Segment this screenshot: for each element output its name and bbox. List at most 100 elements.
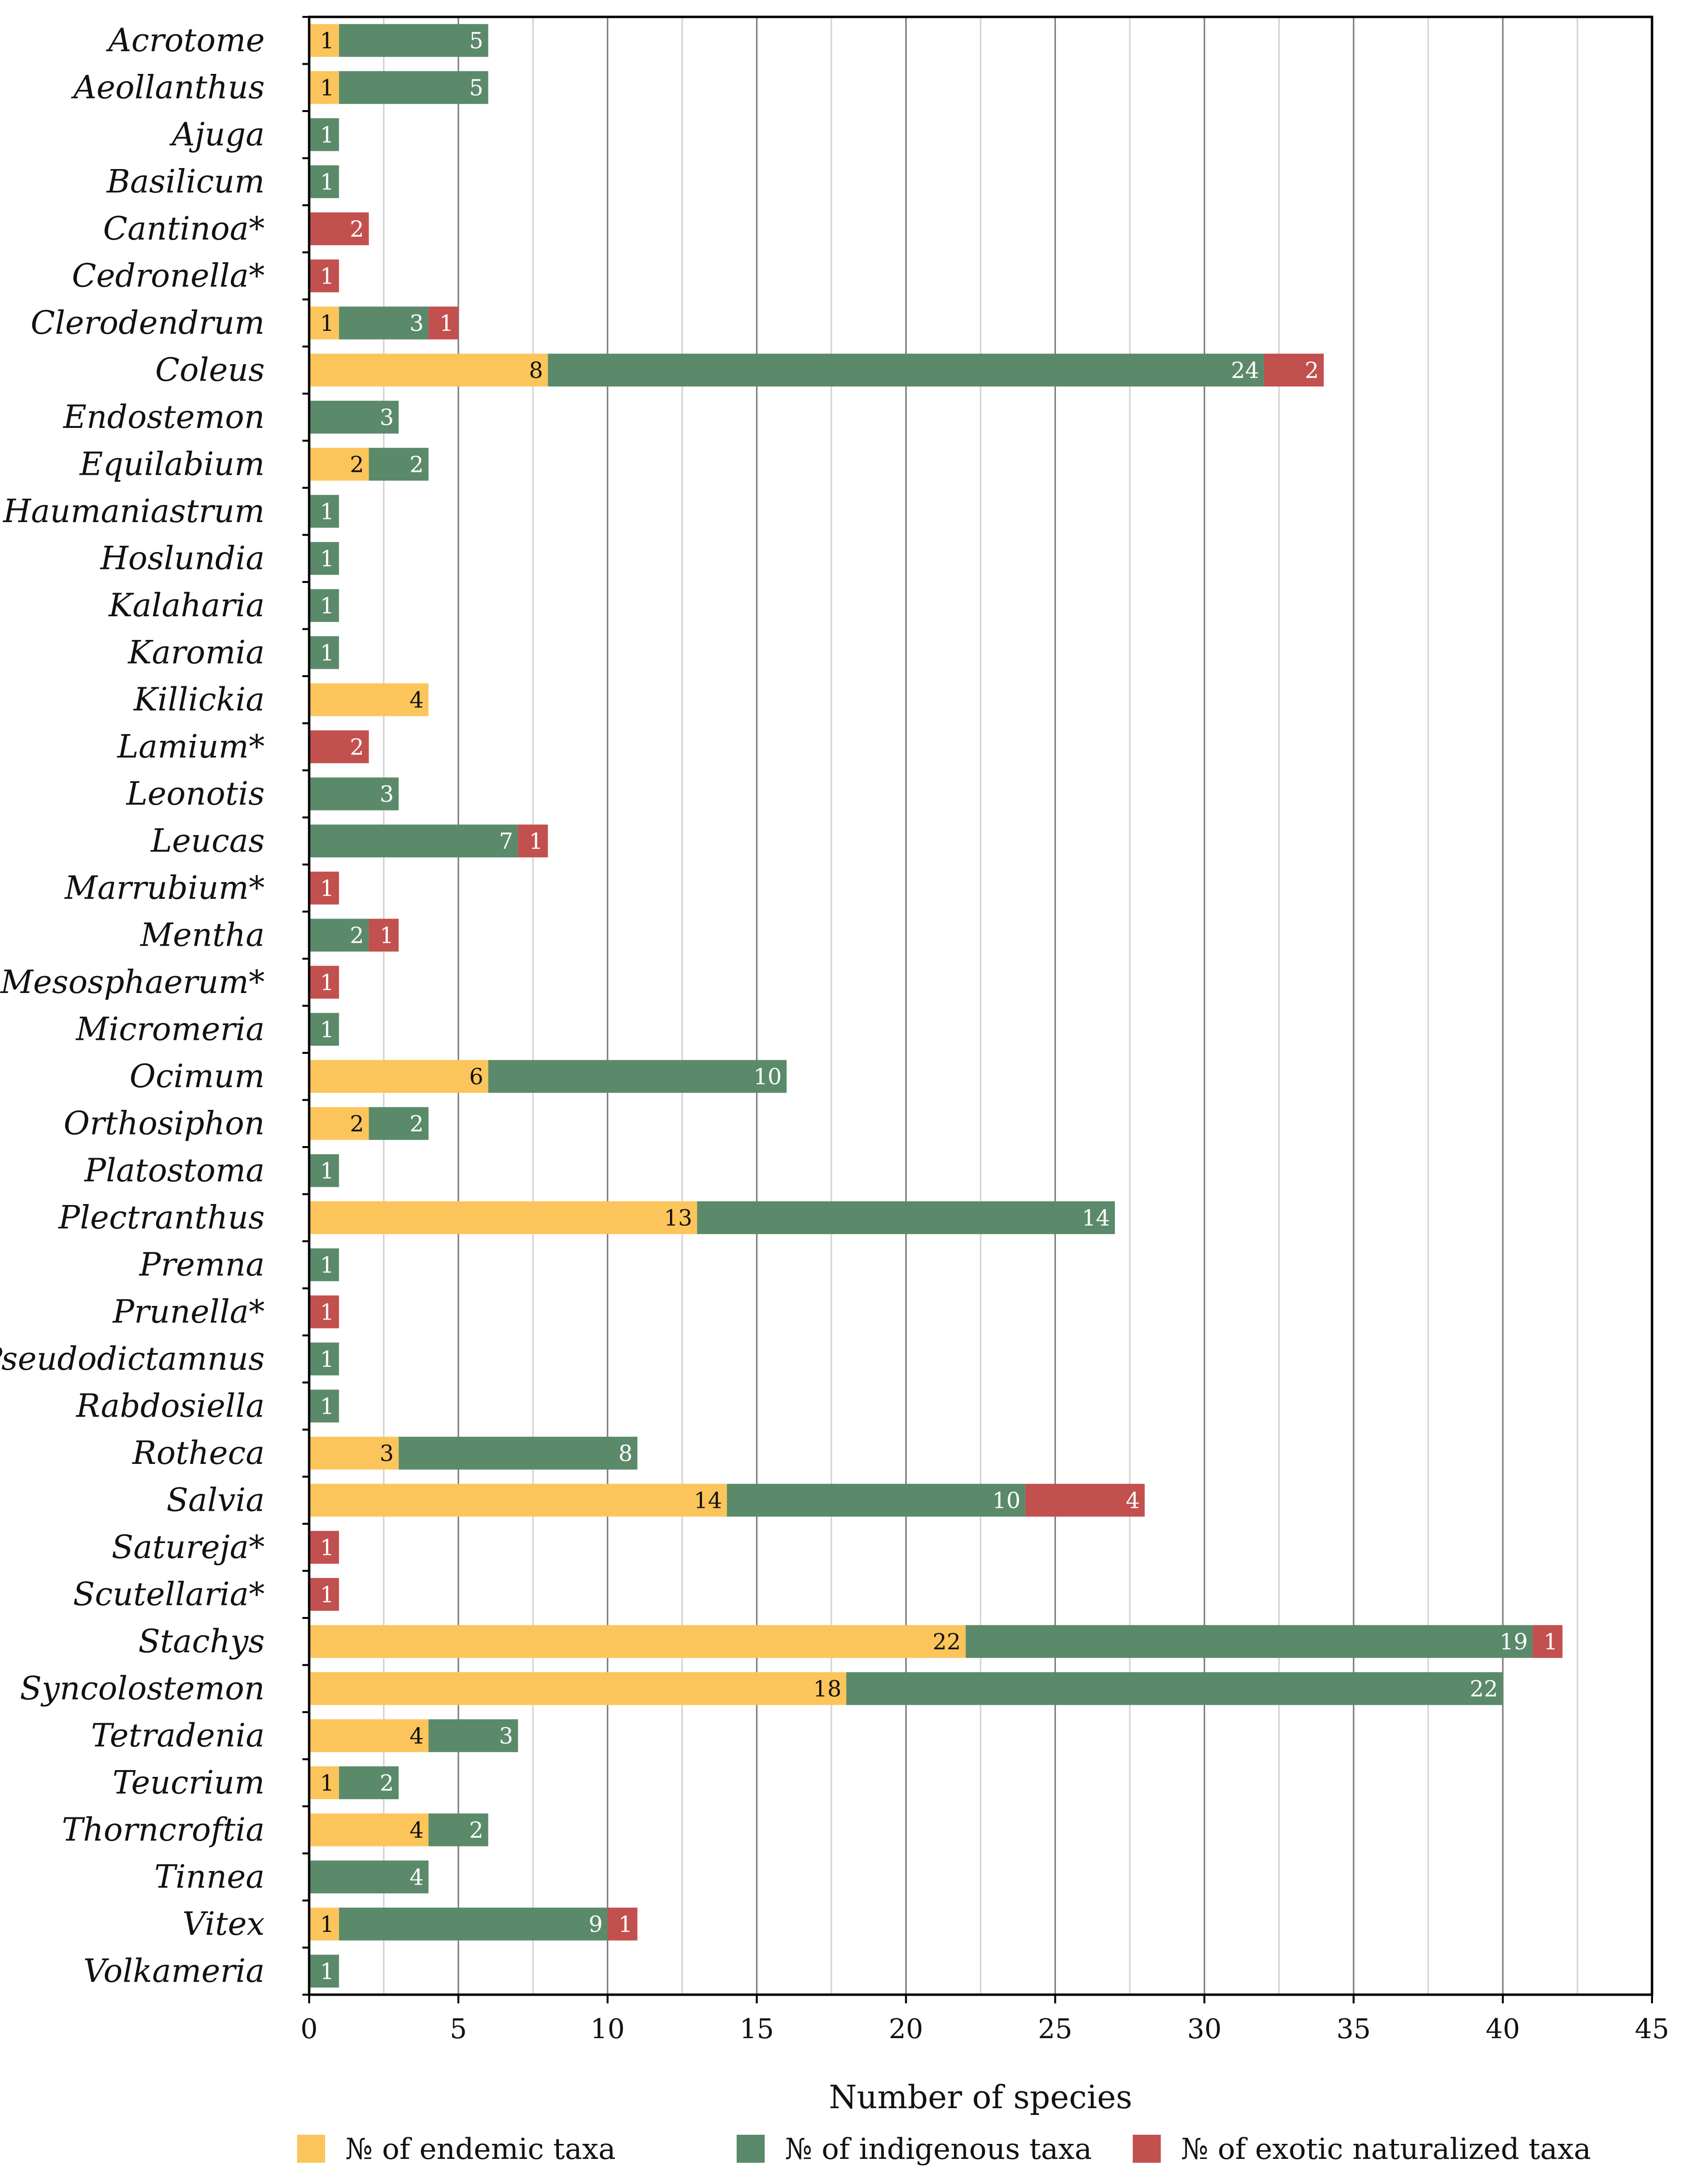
bar-pseudodictamnus-series-1 — [309, 1342, 339, 1376]
data-label-leonotis-series-1: 3 — [380, 781, 394, 807]
data-label-vitex-series-1: 9 — [588, 1911, 602, 1937]
bar-plectranthus-series-1 — [697, 1201, 1115, 1234]
data-label-plectranthus-series-0: 13 — [664, 1205, 693, 1231]
data-label-teucrium-series-1: 2 — [380, 1770, 394, 1796]
category-label-mesosphaerum: Mesosphaerum* — [0, 964, 265, 1001]
bar-equilabium-series-1 — [369, 448, 429, 481]
data-label-mentha-series-2: 1 — [380, 922, 394, 948]
data-label-coleus-series-0: 8 — [529, 357, 543, 383]
bar-coleus-series-0 — [309, 354, 548, 387]
category-label-cantinoa: Cantinoa* — [103, 210, 265, 247]
data-label-equilabium-series-0: 2 — [350, 451, 364, 477]
data-label-acrotome-series-0: 1 — [320, 28, 334, 54]
bar-plectranthus-series-0 — [309, 1201, 698, 1234]
bar-endostemon-series-1 — [309, 400, 399, 434]
category-label-volkameria: Volkameria — [84, 1952, 265, 1989]
data-label-mesosphaerum-series-2: 1 — [320, 969, 334, 995]
bar-clerodendrum-series-1 — [339, 306, 429, 340]
bar-acrotome-series-1 — [339, 24, 488, 57]
data-label-aeollanthus-series-0: 1 — [320, 74, 334, 100]
category-label-ocimum: Ocimum — [129, 1058, 265, 1095]
x-tick-label: 35 — [1337, 2014, 1371, 2045]
x-tick-labels: 0 5 10 15 20 25 30 35 40 45 — [300, 2014, 1669, 2045]
bar-satureja-series-2 — [309, 1531, 339, 1564]
data-label-volkameria-series-1: 1 — [320, 1958, 334, 1984]
legend-swatch-series-0 — [297, 2135, 325, 2163]
x-tick-label: 5 — [450, 2014, 467, 2045]
category-label-karomia: Karomia — [128, 634, 265, 671]
bar-clerodendrum-series-0 — [309, 306, 339, 340]
bar-hoslundia-series-1 — [309, 542, 339, 575]
axes — [302, 15, 1653, 2003]
category-label-platostoma: Platostoma — [84, 1152, 265, 1189]
data-label-rabdosiella-series-1: 1 — [320, 1393, 334, 1419]
bar-vitex-series-1 — [339, 1907, 608, 1941]
bar-lamium-series-2 — [309, 730, 369, 764]
x-axis-title: Number of species — [829, 2079, 1132, 2116]
bar-leucas-series-1 — [309, 824, 518, 858]
category-label-cedronella: Cedronella* — [72, 257, 265, 294]
bar-teucrium-series-0 — [309, 1766, 339, 1800]
category-label-marrubium: Marrubium* — [64, 869, 265, 907]
bar-mentha-series-2 — [369, 919, 399, 952]
category-label-thorncroftia: Thorncroftia — [62, 1811, 265, 1848]
x-tick-label: 45 — [1635, 2014, 1669, 2045]
data-label-leucas-series-1: 7 — [499, 828, 513, 854]
data-label-hoslundia-series-1: 1 — [320, 545, 334, 571]
data-label-aeollanthus-series-1: 5 — [469, 74, 483, 100]
data-label-salvia-series-2: 4 — [1125, 1487, 1140, 1513]
data-label-clerodendrum-series-2: 1 — [440, 310, 454, 336]
bar-cedronella-series-2 — [309, 259, 339, 293]
category-label-aeollanthus: Aeollanthus — [71, 69, 265, 106]
bar-ocimum-series-1 — [488, 1060, 787, 1093]
bar-salvia-series-1 — [727, 1484, 1026, 1517]
bar-ajuga-series-1 — [309, 118, 339, 151]
category-label-prunella: Prunella* — [112, 1293, 265, 1330]
data-label-clerodendrum-series-1: 3 — [410, 310, 424, 336]
data-label-karomia-series-1: 1 — [320, 639, 334, 666]
bar-stachys-series-2 — [1532, 1625, 1563, 1658]
category-label-ajuga: Ajuga — [169, 116, 265, 153]
category-label-rotheca: Rotheca — [132, 1434, 265, 1472]
bar-killickia-series-0 — [309, 683, 429, 716]
category-label-hoslundia: Hoslundia — [100, 539, 265, 577]
x-tick-label: 15 — [740, 2014, 774, 2045]
bar-scutellaria-series-2 — [309, 1578, 339, 1611]
data-label-syncolostemon-series-0: 18 — [813, 1675, 841, 1702]
bar-leucas-series-2 — [518, 824, 548, 858]
bar-tinnea-series-1 — [309, 1860, 429, 1894]
data-label-pseudodictamnus-series-1: 1 — [320, 1346, 334, 1372]
data-label-coleus-series-1: 24 — [1231, 357, 1259, 383]
data-label-orthosiphon-series-1: 2 — [410, 1110, 424, 1136]
bar-marrubium-series-2 — [309, 871, 339, 905]
bar-kalaharia-series-1 — [309, 589, 339, 622]
bar-syncolostemon-series-0 — [309, 1672, 846, 1705]
data-label-endostemon-series-1: 3 — [380, 404, 394, 430]
category-label-salvia: Salvia — [167, 1481, 265, 1518]
bar-premna-series-1 — [309, 1248, 339, 1281]
gridlines — [383, 17, 1579, 1995]
category-label-haumaniastrum: Haumaniastrum — [3, 493, 265, 530]
category-label-lamium: Lamium* — [117, 728, 265, 765]
data-label-scutellaria-series-2: 1 — [320, 1581, 334, 1607]
legend-label-series-1: № of indigenous taxa — [785, 2132, 1092, 2166]
bar-mesosphaerum-series-2 — [309, 965, 339, 999]
legend-swatch-series-2 — [1133, 2135, 1161, 2163]
data-label-ocimum-series-1: 10 — [754, 1064, 782, 1090]
category-label-tinnea: Tinnea — [154, 1858, 265, 1895]
bar-vitex-series-0 — [309, 1907, 339, 1941]
data-label-vitex-series-2: 1 — [618, 1911, 632, 1937]
category-label-teucrium: Teucrium — [113, 1764, 265, 1801]
bars — [309, 24, 1563, 1988]
bar-teucrium-series-1 — [339, 1766, 399, 1800]
x-tick-label: 10 — [590, 2014, 625, 2045]
bar-thorncroftia-series-1 — [428, 1813, 488, 1846]
x-tick-label: 20 — [889, 2014, 923, 2045]
bar-prunella-series-2 — [309, 1295, 339, 1329]
bar-basilicum-series-1 — [309, 165, 339, 199]
category-label-mentha: Mentha — [140, 916, 265, 953]
category-label-rabdosiella: Rabdosiella — [76, 1387, 265, 1424]
data-label-ajuga-series-1: 1 — [320, 122, 334, 148]
data-label-rotheca-series-0: 3 — [380, 1440, 394, 1466]
data-label-tetradenia-series-1: 3 — [499, 1723, 513, 1749]
